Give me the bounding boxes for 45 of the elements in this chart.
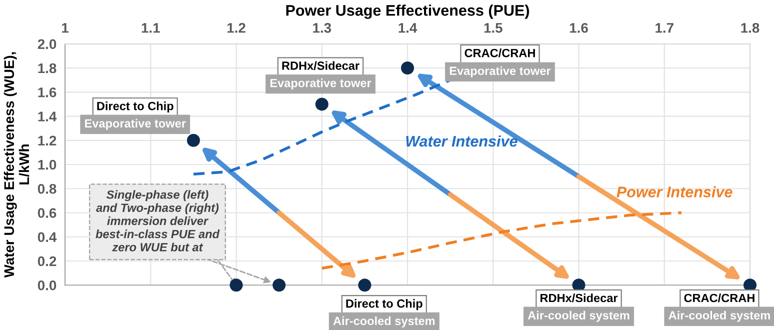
x-axis-title: Power Usage Effectiveness (PUE) — [286, 4, 530, 19]
y-tick-label: 1.0 — [38, 160, 56, 170]
y-tick-label: 1.6 — [38, 87, 56, 98]
point — [358, 278, 372, 292]
annotation: Air-cooled system — [528, 310, 630, 322]
annotation: CRAC/CRAH — [464, 48, 535, 58]
x-tick-label: 1.5 — [484, 23, 502, 33]
annotation: Direct to Chip — [97, 102, 174, 113]
point — [272, 278, 286, 292]
x-tick-label: 1.8 — [741, 22, 760, 33]
x-tick-label: 1.6 — [570, 22, 588, 33]
x-tick-label: 1.1 — [142, 23, 160, 33]
text: Water Intensive — [406, 135, 518, 147]
y-tick-label: 2.0 — [38, 39, 56, 50]
x-tick-label: 1 — [62, 23, 68, 33]
line-series — [192, 78, 452, 176]
annotation: CRAC/CRAH — [684, 294, 754, 302]
y-tick-label: 0.6 — [38, 208, 56, 218]
annotation: Evaporative tower — [85, 118, 186, 130]
annotation: Evaporative tower — [270, 78, 372, 90]
annotation: RDHx/Sidecar — [282, 61, 360, 70]
annotation: Evaporative tower — [450, 66, 551, 78]
y-tick-label: 0.8 — [38, 184, 56, 194]
y-axis-title: Water Usage Effectiveness (WUE), L/kWh — [4, 52, 30, 278]
point — [230, 278, 243, 292]
point — [401, 62, 414, 75]
y-tick-label: 0.2 — [38, 256, 56, 266]
y-tick-label: 1.2 — [38, 136, 56, 146]
point — [186, 134, 200, 147]
annotation: Air-cooled system — [668, 310, 770, 322]
annotation: RDHx/Sidecar — [540, 294, 618, 302]
x-tick-label: 1.3 — [313, 22, 332, 33]
annotation: Direct to Chip — [346, 299, 422, 310]
y-tick-label: 1.8 — [38, 63, 56, 74]
annotation: Air-cooled system — [333, 316, 435, 328]
x-tick-label: 1.2 — [227, 22, 246, 33]
line-series — [320, 211, 683, 270]
y-tick-label: 1.4 — [38, 112, 57, 122]
x-tick-label: 1.7 — [656, 23, 674, 33]
x-tick-label: 1.4 — [398, 23, 418, 33]
point — [315, 98, 328, 111]
series-label: Power Intensive — [616, 186, 732, 198]
annotation: Single-phase (left) and Two-phase (right) immersion deliver best-in-class PUE and zero WUE but at — [96, 190, 220, 252]
y-tick-label: 0.0 — [38, 280, 56, 290]
y-tick-label: 0.4 — [38, 232, 57, 242]
